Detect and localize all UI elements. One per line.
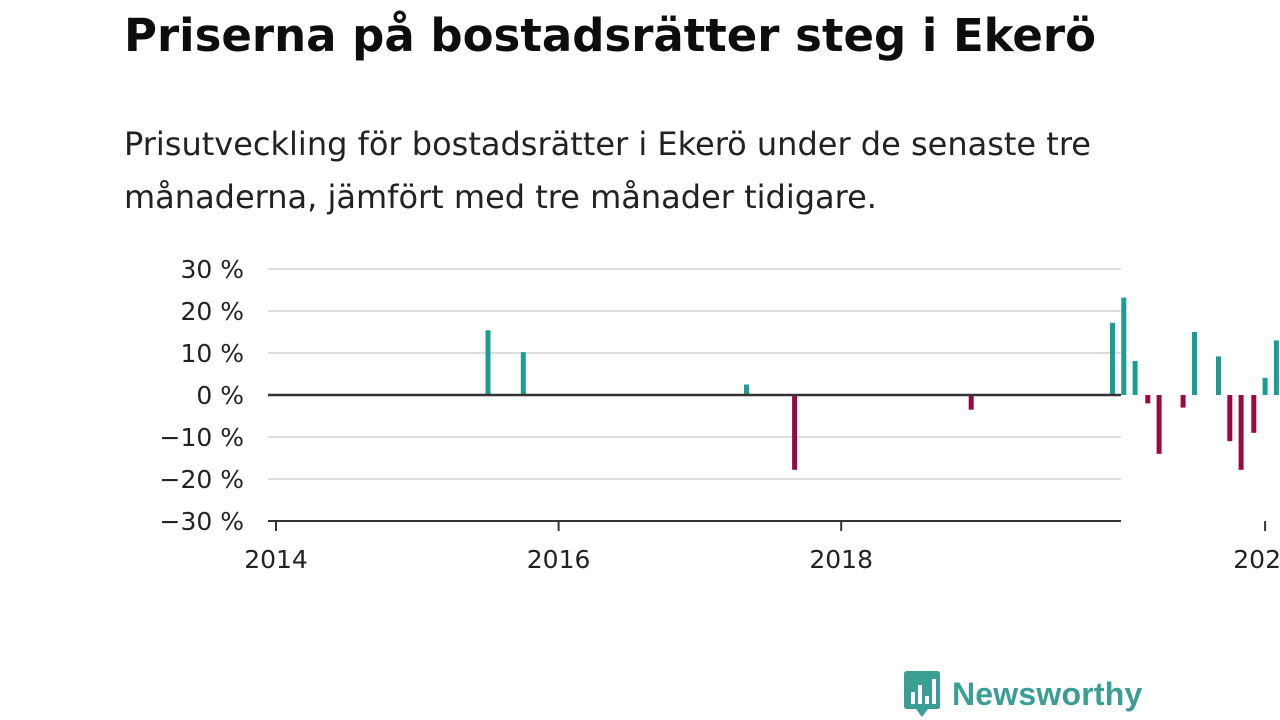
bar	[1227, 395, 1233, 442]
bar	[1110, 322, 1115, 395]
bar	[744, 384, 749, 395]
grid-lines	[268, 268, 1121, 480]
tick-labels: 30 % 20 % 10 % 0 % −10 % −20 % −30 %2014 2016 20…	[160, 255, 1280, 574]
y-tick-label: −20 %	[160, 465, 244, 494]
bar-chart-speech-bubble-icon	[904, 671, 940, 717]
bar	[1238, 395, 1244, 470]
y-tick-label: 30 %	[180, 255, 244, 284]
bar	[1262, 377, 1268, 395]
bar	[1145, 395, 1151, 404]
y-tick-label: −30 %	[160, 507, 244, 536]
bar	[1216, 356, 1221, 395]
x-tick-label: 2018	[809, 545, 873, 574]
bar	[520, 352, 526, 395]
x-tick-label: 2014	[244, 545, 308, 574]
newsworthy-logo: Newsworthy	[902, 670, 1142, 718]
bar	[1273, 340, 1279, 395]
bar	[485, 330, 491, 395]
bars	[485, 297, 1279, 470]
y-tick-label: 0 %	[196, 381, 244, 410]
y-tick-label: −10 %	[160, 423, 244, 452]
chart-subtitle: Prisutveckling för bostadsrätter i Ekerö…	[124, 125, 1091, 216]
x-tick-label: 2021	[1233, 545, 1280, 574]
bar	[1132, 361, 1138, 395]
bar	[1251, 395, 1257, 433]
bar	[1121, 297, 1127, 395]
bar	[1156, 395, 1162, 454]
y-tick-label: 10 %	[180, 339, 244, 368]
bar	[1180, 395, 1186, 408]
y-tick-label: 20 %	[180, 297, 244, 326]
x-tick-label: 2016	[527, 545, 591, 574]
chart-title: Priserna på bostadsrätter steg i Ekerö	[124, 9, 1097, 62]
bar	[1192, 332, 1197, 395]
brand-name: Newsworthy	[952, 675, 1143, 712]
bar	[968, 395, 974, 410]
bar	[792, 395, 798, 470]
axes	[268, 393, 1267, 531]
